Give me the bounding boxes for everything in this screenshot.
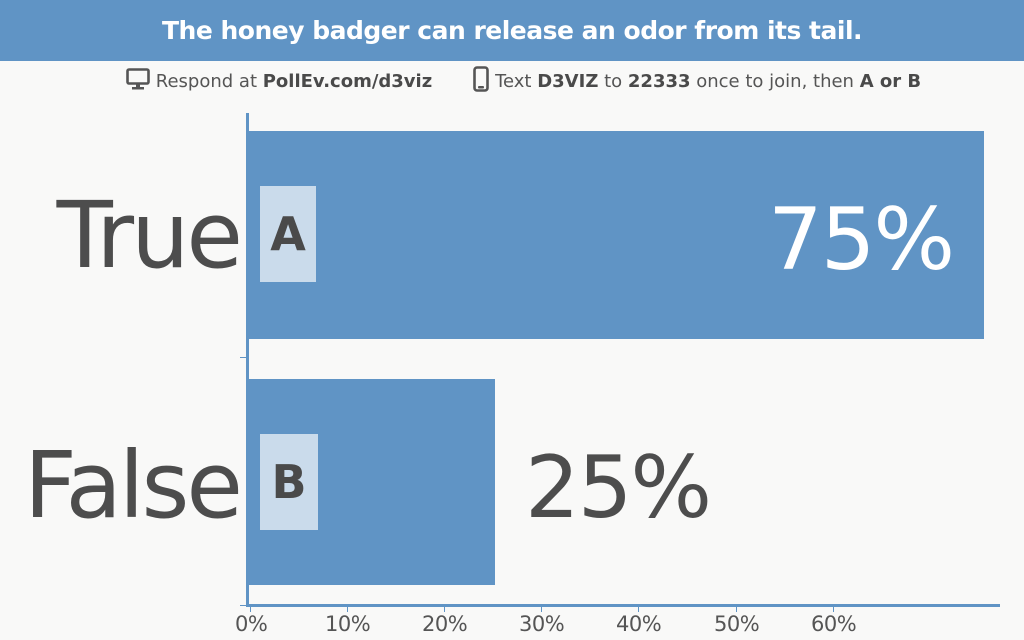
- category-label-true: True: [56, 182, 243, 289]
- phone-icon: [450, 45, 489, 118]
- x-tick-label: 30%: [519, 612, 565, 636]
- x-axis-tick: [736, 607, 737, 612]
- y-axis-tick: [240, 357, 247, 358]
- x-tick-label: 20%: [422, 612, 468, 636]
- sms-number: 22333: [627, 70, 691, 92]
- sms-options: A or B: [859, 70, 922, 92]
- x-axis-tick: [250, 607, 251, 612]
- value-label-true: 75%: [768, 190, 955, 290]
- option-letter-a: A: [260, 186, 316, 282]
- y-axis-tick: [240, 605, 247, 606]
- monitor-icon: [103, 47, 150, 116]
- sms-keyword: D3VIZ: [537, 70, 599, 92]
- x-tick-label: 50%: [714, 612, 760, 636]
- x-axis-tick: [541, 607, 542, 612]
- x-tick-label: 10%: [325, 612, 371, 636]
- y-axis: [246, 113, 249, 607]
- category-label-false: False: [24, 432, 243, 539]
- x-tick-label: 40%: [616, 612, 662, 636]
- sms-mid: to: [598, 70, 628, 92]
- x-axis: [246, 604, 1000, 607]
- x-axis-tick: [833, 607, 834, 612]
- web-prefix: Respond at: [155, 70, 263, 92]
- value-label-false: 25%: [525, 438, 712, 538]
- x-axis-tick: [444, 607, 445, 612]
- web-url[interactable]: PollEv.com/d3viz: [262, 70, 433, 92]
- x-axis-tick: [638, 607, 639, 612]
- x-tick-label: 60%: [811, 612, 857, 636]
- question-header: The honey badger can release an odor fro…: [0, 0, 1024, 61]
- response-instructions: Respond at PollEv.com/d3viz Text D3VIZ t…: [0, 64, 1024, 98]
- x-axis-tick: [347, 607, 348, 612]
- x-tick-label: 0%: [235, 612, 268, 636]
- question-title: The honey badger can release an odor fro…: [161, 16, 863, 45]
- bar-true: [248, 131, 984, 339]
- sms-prefix: Text: [495, 70, 538, 92]
- option-letter-b: B: [260, 434, 318, 530]
- sms-suffix: once to join, then: [690, 70, 860, 92]
